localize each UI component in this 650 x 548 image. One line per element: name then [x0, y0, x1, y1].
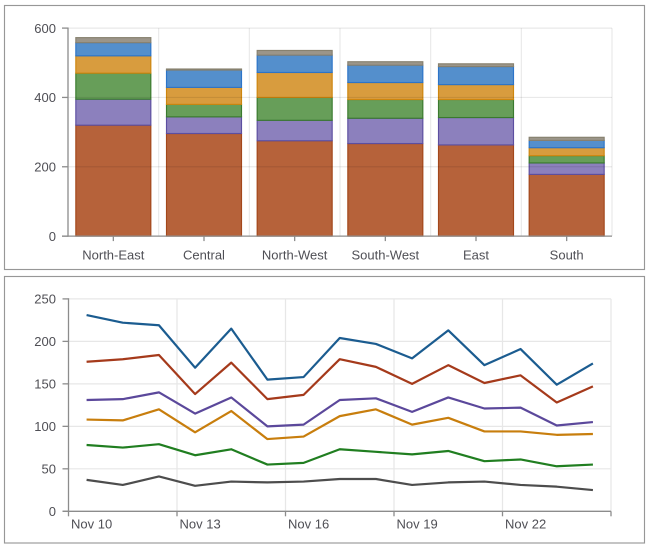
- svg-text:Nov 19: Nov 19: [397, 517, 438, 532]
- svg-text:East: East: [463, 248, 489, 263]
- svg-text:South: South: [550, 248, 584, 263]
- svg-text:Nov 13: Nov 13: [180, 517, 221, 532]
- svg-text:Nov 22: Nov 22: [505, 517, 546, 532]
- svg-text:250: 250: [34, 292, 56, 307]
- svg-text:North-West: North-West: [262, 248, 328, 263]
- svg-text:150: 150: [34, 377, 56, 392]
- svg-text:0: 0: [49, 229, 56, 244]
- svg-text:Nov 10: Nov 10: [71, 517, 112, 532]
- svg-text:200: 200: [34, 159, 56, 174]
- svg-text:0: 0: [49, 504, 56, 519]
- svg-text:South-West: South-West: [351, 248, 419, 263]
- svg-text:50: 50: [42, 462, 56, 477]
- svg-text:600: 600: [34, 21, 56, 36]
- svg-text:Nov 16: Nov 16: [288, 517, 329, 532]
- svg-text:North-East: North-East: [82, 248, 145, 263]
- svg-text:100: 100: [34, 419, 56, 434]
- svg-text:200: 200: [34, 334, 56, 349]
- svg-text:400: 400: [34, 90, 56, 105]
- svg-text:Central: Central: [183, 248, 225, 263]
